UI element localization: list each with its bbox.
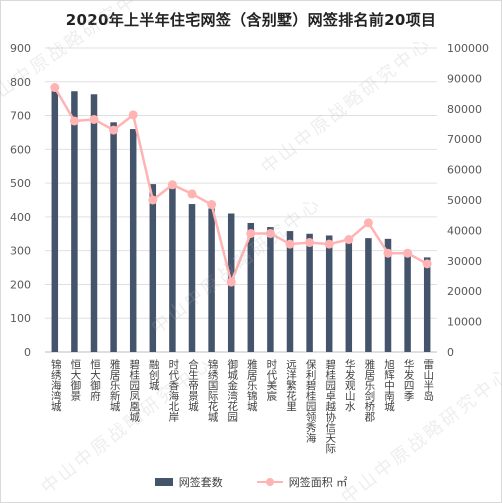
bar [51, 88, 59, 353]
area-point [207, 200, 217, 210]
chart-legend: 网签套数 网签面积 ㎡ [0, 474, 502, 490]
y-right-tick-label: 80000 [447, 103, 482, 116]
x-category-label: 旭辉中南城 [383, 359, 395, 412]
bar [247, 222, 255, 352]
legend-swatch-bar [154, 478, 173, 486]
bar [129, 129, 137, 352]
x-category-label: 雅居乐锦城 [246, 358, 258, 412]
x-category-label: 远洋繁花里 [285, 359, 297, 412]
x-category-label: 时代美宸 [265, 359, 277, 402]
bar [149, 184, 157, 352]
area-point [128, 110, 138, 120]
y-left-tick-label: 600 [10, 143, 31, 156]
area-point [187, 189, 197, 199]
area-point [50, 83, 60, 93]
y-right-tick-label: 90000 [447, 72, 482, 85]
watermark-text: 中山中原战略研究中心 [257, 33, 435, 179]
bar [71, 91, 78, 352]
area-point [403, 248, 413, 258]
x-category-label: 华发四季 [403, 358, 415, 402]
bar [267, 227, 274, 352]
area-point [265, 228, 275, 238]
area-point [109, 125, 119, 135]
bar [90, 94, 98, 352]
chart-title: 2020年上半年住宅网签（含别墅）网签排名前20项目 [65, 11, 437, 29]
area-point [148, 195, 158, 205]
x-category-label: 锦绣海湾城 [50, 358, 62, 412]
x-category-label: 融创城 [148, 359, 160, 391]
y-right-tick-label: 10000 [447, 316, 482, 329]
y-right-tick-label: 70000 [447, 133, 482, 146]
x-category-label: 时代香海北岸 [167, 359, 179, 423]
y-right-tick-label: 20000 [447, 285, 482, 298]
y-left-tick-label: 400 [10, 211, 31, 224]
x-category-label: 合生帝景城 [187, 358, 199, 412]
y-right-tick-label: 40000 [447, 224, 482, 237]
area-point [89, 114, 99, 124]
area-point [69, 116, 79, 126]
x-category-label: 雅居乐新城 [109, 358, 121, 412]
bar [404, 250, 411, 352]
bar [345, 237, 353, 352]
bar [325, 235, 333, 352]
bar [306, 233, 313, 352]
x-category-label: 华发观山水 [344, 358, 356, 411]
bar [110, 122, 117, 352]
watermark-text: 中山中原战略研究中心 [0, 0, 159, 114]
y-left-tick-label: 900 [10, 42, 31, 55]
y-left-tick-label: 800 [10, 76, 31, 89]
x-category-label: 恒大御景 [69, 358, 81, 401]
bar [286, 231, 294, 352]
x-category-label: 碧桂园凤凰城 [128, 359, 140, 423]
bar [169, 187, 176, 352]
y-right-tick-label: 50000 [447, 194, 482, 207]
y-right-tick-label: 60000 [447, 164, 482, 177]
bar [423, 257, 431, 352]
bar [365, 238, 372, 352]
area-point [383, 248, 393, 258]
legend-item-area: 网签面积 ㎡ [256, 474, 348, 490]
y-right-tick-label: 30000 [447, 255, 482, 268]
x-category-label: 保利碧桂园领秀海 [305, 358, 317, 444]
bar [384, 238, 392, 352]
area-point [363, 218, 373, 228]
x-category-label: 御城金湾花园 [226, 358, 238, 423]
x-category-label: 雅居乐剑桥郡 [363, 358, 375, 423]
y-left-tick-label: 100 [10, 312, 31, 325]
area-point [226, 277, 236, 287]
area-point [422, 259, 432, 269]
y-left-tick-label: 0 [24, 346, 31, 359]
bar [188, 204, 196, 352]
area-point [285, 239, 295, 249]
bar [208, 208, 215, 352]
area-point [246, 228, 256, 238]
y-right-tick-label: 100000 [447, 42, 489, 55]
legend-label-area: 网签面积 ㎡ [288, 476, 348, 489]
legend-item-units: 网签套数 [154, 474, 223, 490]
x-category-label: 雷山半岛 [422, 359, 434, 402]
y-left-tick-label: 700 [10, 110, 31, 123]
x-category-label: 碧桂园卓越协信天际 [324, 359, 336, 454]
y-right-tick-label: 0 [447, 346, 454, 359]
y-left-tick-label: 300 [10, 245, 31, 258]
x-category-label: 恒大御府 [89, 358, 101, 402]
y-left-tick-label: 200 [10, 278, 31, 291]
area-point [167, 180, 177, 190]
area-point [305, 238, 315, 248]
area-point [324, 239, 334, 249]
legend-swatch-line [256, 477, 283, 487]
y-left-tick-label: 500 [10, 177, 31, 190]
area-point [344, 235, 354, 245]
legend-label-units: 网签套数 [178, 476, 223, 489]
x-category-label: 锦绣国际花城 [207, 358, 219, 423]
